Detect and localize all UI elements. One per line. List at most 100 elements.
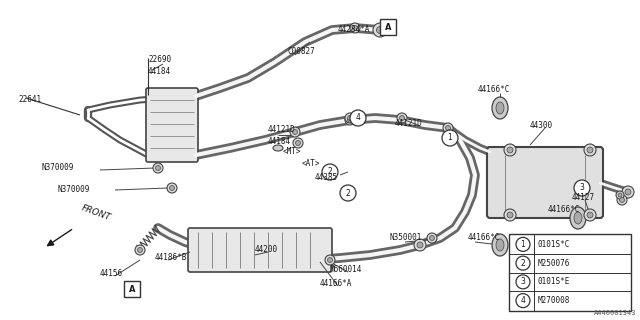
- Circle shape: [290, 127, 300, 137]
- Text: 4: 4: [520, 296, 525, 305]
- Text: M270008: M270008: [538, 296, 570, 305]
- Circle shape: [340, 185, 356, 201]
- Text: 44166*C: 44166*C: [548, 205, 580, 214]
- Ellipse shape: [496, 102, 504, 114]
- FancyBboxPatch shape: [188, 228, 332, 272]
- Circle shape: [345, 113, 355, 123]
- Text: 44385: 44385: [315, 173, 338, 182]
- Text: 44186*B: 44186*B: [155, 253, 188, 262]
- Text: M660014: M660014: [330, 266, 362, 275]
- Circle shape: [504, 209, 516, 221]
- Circle shape: [417, 242, 423, 248]
- Text: 1: 1: [447, 133, 452, 142]
- Text: 44127: 44127: [572, 194, 595, 203]
- Text: 44166*A: 44166*A: [320, 279, 353, 289]
- Circle shape: [328, 258, 333, 262]
- Circle shape: [445, 125, 451, 131]
- Text: 44300: 44300: [530, 121, 553, 130]
- Text: A: A: [129, 284, 135, 293]
- Text: 44200: 44200: [255, 245, 278, 254]
- Text: 2: 2: [328, 167, 332, 177]
- Ellipse shape: [574, 212, 582, 224]
- Text: 44121D: 44121D: [395, 119, 423, 129]
- Circle shape: [348, 117, 353, 123]
- Circle shape: [322, 164, 338, 180]
- Circle shape: [427, 233, 437, 243]
- Circle shape: [442, 130, 458, 146]
- Circle shape: [348, 116, 353, 121]
- Text: 0101S*C: 0101S*C: [538, 240, 570, 249]
- Circle shape: [376, 27, 383, 34]
- Text: 4: 4: [356, 114, 360, 123]
- Text: N370009: N370009: [42, 164, 74, 172]
- Circle shape: [516, 275, 530, 289]
- Circle shape: [397, 113, 407, 123]
- Circle shape: [584, 209, 596, 221]
- Text: 22641: 22641: [18, 95, 41, 105]
- Text: 0101S*E: 0101S*E: [538, 277, 570, 286]
- Circle shape: [373, 23, 387, 37]
- Text: 44166*C: 44166*C: [468, 234, 500, 243]
- Circle shape: [138, 247, 143, 252]
- FancyBboxPatch shape: [380, 19, 396, 35]
- Circle shape: [353, 26, 358, 30]
- Circle shape: [414, 239, 426, 251]
- Circle shape: [443, 123, 453, 133]
- Circle shape: [153, 163, 163, 173]
- Text: 22690: 22690: [148, 55, 171, 65]
- Text: A440001343: A440001343: [593, 310, 636, 316]
- Ellipse shape: [273, 145, 283, 151]
- Text: 1: 1: [520, 240, 525, 249]
- Ellipse shape: [492, 97, 508, 119]
- Circle shape: [516, 256, 530, 270]
- FancyBboxPatch shape: [124, 281, 140, 297]
- Text: 44121D: 44121D: [268, 125, 296, 134]
- Text: 44166*C: 44166*C: [478, 85, 510, 94]
- Text: FRONT: FRONT: [80, 204, 112, 222]
- Circle shape: [296, 140, 301, 146]
- Text: <AT>: <AT>: [302, 159, 321, 169]
- Circle shape: [350, 23, 360, 33]
- Text: 44156: 44156: [100, 269, 123, 278]
- Circle shape: [618, 193, 622, 197]
- FancyBboxPatch shape: [509, 234, 631, 311]
- Text: N370009: N370009: [58, 186, 90, 195]
- Text: N350001: N350001: [390, 234, 422, 243]
- Circle shape: [399, 116, 404, 121]
- Circle shape: [135, 245, 145, 255]
- Circle shape: [516, 237, 530, 252]
- Circle shape: [170, 186, 175, 190]
- Circle shape: [574, 180, 590, 196]
- Circle shape: [167, 183, 177, 193]
- Circle shape: [504, 144, 516, 156]
- FancyBboxPatch shape: [487, 147, 603, 218]
- Circle shape: [625, 189, 631, 195]
- Circle shape: [507, 212, 513, 218]
- Text: 44284*A: 44284*A: [338, 26, 371, 35]
- Circle shape: [617, 195, 627, 205]
- Circle shape: [507, 147, 513, 153]
- Ellipse shape: [496, 239, 504, 251]
- Circle shape: [620, 197, 625, 203]
- Circle shape: [429, 236, 435, 241]
- Text: C00827: C00827: [288, 47, 316, 57]
- FancyBboxPatch shape: [146, 88, 198, 162]
- Circle shape: [587, 212, 593, 218]
- Circle shape: [292, 130, 298, 134]
- Text: 3: 3: [580, 183, 584, 193]
- Circle shape: [350, 110, 366, 126]
- Circle shape: [584, 144, 596, 156]
- Circle shape: [156, 165, 161, 171]
- Ellipse shape: [492, 234, 508, 256]
- Text: 3: 3: [520, 277, 525, 286]
- Text: 44184: 44184: [268, 138, 291, 147]
- Text: 2: 2: [346, 188, 350, 197]
- Text: 2: 2: [520, 259, 525, 268]
- Text: M250076: M250076: [538, 259, 570, 268]
- Text: <MT>: <MT>: [283, 148, 301, 156]
- Circle shape: [622, 186, 634, 198]
- Circle shape: [293, 138, 303, 148]
- Circle shape: [345, 115, 355, 125]
- Circle shape: [616, 191, 624, 199]
- Circle shape: [516, 294, 530, 308]
